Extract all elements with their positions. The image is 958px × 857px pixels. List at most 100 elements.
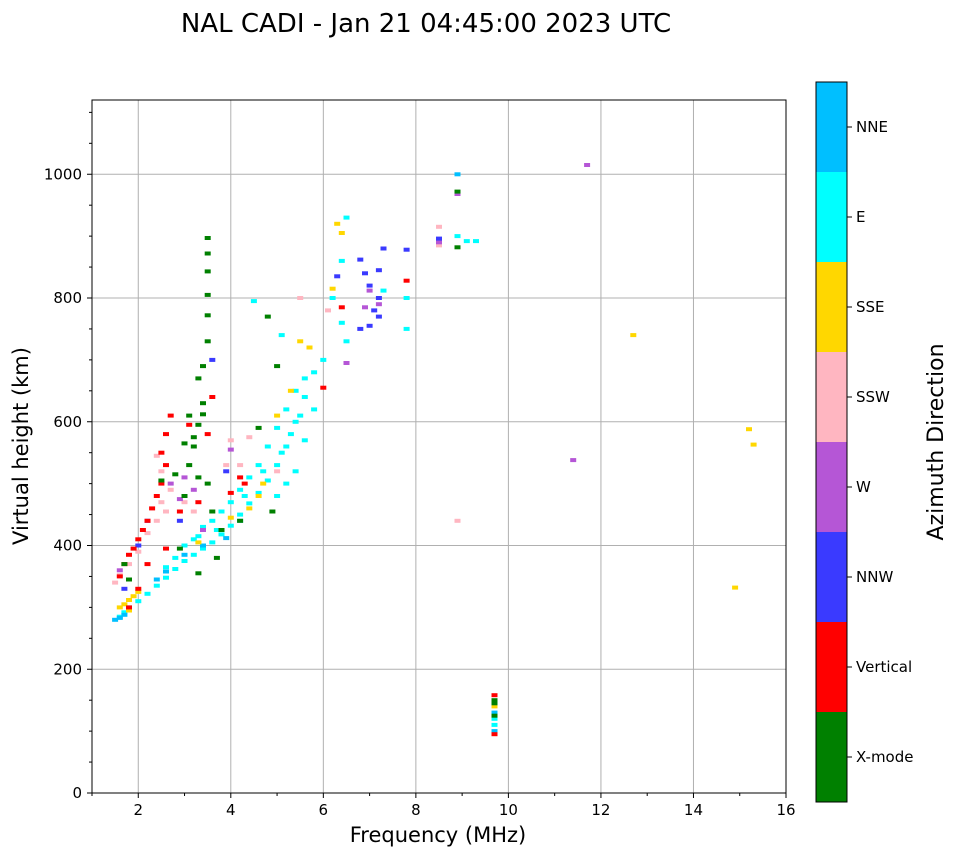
colorbar-label: SSW xyxy=(856,388,890,406)
data-point-w xyxy=(176,497,183,502)
data-point-x-mode xyxy=(200,412,206,417)
data-point-nne xyxy=(121,612,128,617)
data-point-nnw xyxy=(176,518,183,523)
data-point-vertical xyxy=(153,494,160,498)
data-point-ssw xyxy=(436,224,442,229)
data-point-e xyxy=(283,407,290,412)
data-point-ssw xyxy=(190,509,197,514)
data-point-vertical xyxy=(126,605,132,610)
data-point-e xyxy=(454,234,461,239)
data-point-vertical xyxy=(195,500,202,505)
data-point-e xyxy=(209,540,216,545)
data-point-x-mode xyxy=(204,269,211,274)
data-point-e xyxy=(338,320,345,325)
data-point-w xyxy=(362,305,368,310)
data-point-nnw xyxy=(209,357,216,362)
data-point-e xyxy=(278,450,285,455)
data-point-e xyxy=(380,288,387,293)
data-point-x-mode xyxy=(255,425,262,430)
y-tick-label: 600 xyxy=(53,413,82,431)
data-point-e xyxy=(491,716,498,721)
data-point-x-mode xyxy=(204,251,211,256)
data-point-w xyxy=(200,528,206,532)
data-point-x-mode xyxy=(195,571,202,576)
data-point-w xyxy=(116,568,123,573)
data-point-e xyxy=(297,413,304,418)
data-point-e xyxy=(172,555,179,560)
data-point-vertical xyxy=(491,693,498,698)
data-point-vertical xyxy=(403,278,410,283)
data-point-nnw xyxy=(121,586,128,591)
data-point-x-mode xyxy=(454,189,461,194)
colorbar-segment xyxy=(816,262,847,352)
colorbar-label: NNW xyxy=(856,568,893,586)
data-point-ssw xyxy=(227,438,234,443)
data-point-e xyxy=(227,500,234,505)
data-point-vertical xyxy=(163,463,169,468)
x-axis-label: Frequency (MHz) xyxy=(350,823,526,847)
data-point-e xyxy=(227,523,234,528)
data-point-sse xyxy=(287,388,294,393)
data-point-sse xyxy=(630,333,637,338)
data-point-vertical xyxy=(149,506,156,511)
data-point-x-mode xyxy=(190,444,197,449)
colorbar-label: Vertical xyxy=(856,658,912,676)
data-point-e xyxy=(491,722,498,727)
data-point-w xyxy=(436,240,442,245)
data-point-e xyxy=(190,552,197,557)
data-point-e xyxy=(403,296,410,300)
data-point-sse xyxy=(750,442,757,447)
data-point-nne xyxy=(223,536,230,541)
data-point-e xyxy=(301,438,308,443)
x-axis-ticks: 2 4 6 8 10 12 14 16 xyxy=(91,793,796,819)
data-point-e xyxy=(274,463,281,468)
data-point-e xyxy=(218,532,225,537)
data-point-e xyxy=(311,407,318,412)
data-point-vertical xyxy=(135,586,142,591)
data-point-sse xyxy=(255,494,262,498)
data-point-e xyxy=(343,215,350,220)
data-point-x-mode xyxy=(264,314,271,319)
data-point-w xyxy=(366,288,373,293)
data-point-w xyxy=(584,163,591,167)
data-point-vertical xyxy=(204,432,211,437)
data-point-ssw xyxy=(223,463,230,468)
data-point-e xyxy=(250,299,257,304)
data-point-w xyxy=(167,481,174,486)
data-point-x-mode xyxy=(491,701,498,706)
data-point-sse xyxy=(732,585,739,590)
data-point-x-mode xyxy=(195,475,202,480)
data-point-ssw xyxy=(158,469,165,474)
chart-title: NAL CADI - Jan 21 04:45:00 2023 UTC xyxy=(181,9,671,39)
data-point-sse xyxy=(126,598,132,602)
data-point-nnw xyxy=(366,323,373,328)
x-tick-label: 4 xyxy=(226,801,236,819)
data-point-e xyxy=(287,432,294,437)
data-point-nnw xyxy=(357,257,364,262)
data-point-e xyxy=(237,487,244,492)
data-point-x-mode xyxy=(204,313,211,318)
data-point-x-mode xyxy=(126,577,132,582)
x-tick-label: 2 xyxy=(133,801,143,819)
data-point-e xyxy=(181,559,188,563)
data-point-vertical xyxy=(158,450,165,455)
data-point-x-mode xyxy=(237,518,244,523)
data-point-x-mode xyxy=(213,555,220,560)
data-point-ssw xyxy=(454,518,461,523)
data-point-e xyxy=(153,583,160,588)
data-point-e xyxy=(241,494,248,498)
data-point-ssw xyxy=(153,453,160,458)
data-point-nne xyxy=(163,569,169,574)
colorbar-frame xyxy=(815,81,848,803)
colorbar-label: W xyxy=(856,478,871,496)
data-point-e xyxy=(264,444,271,449)
data-point-vertical xyxy=(227,490,234,495)
colorbar-segment xyxy=(816,712,847,802)
data-point-w xyxy=(227,447,234,452)
data-point-ssw xyxy=(112,580,119,585)
data-point-sse xyxy=(338,231,345,235)
data-point-x-mode xyxy=(200,401,206,406)
data-point-e xyxy=(135,599,142,604)
data-point-e xyxy=(121,610,128,615)
